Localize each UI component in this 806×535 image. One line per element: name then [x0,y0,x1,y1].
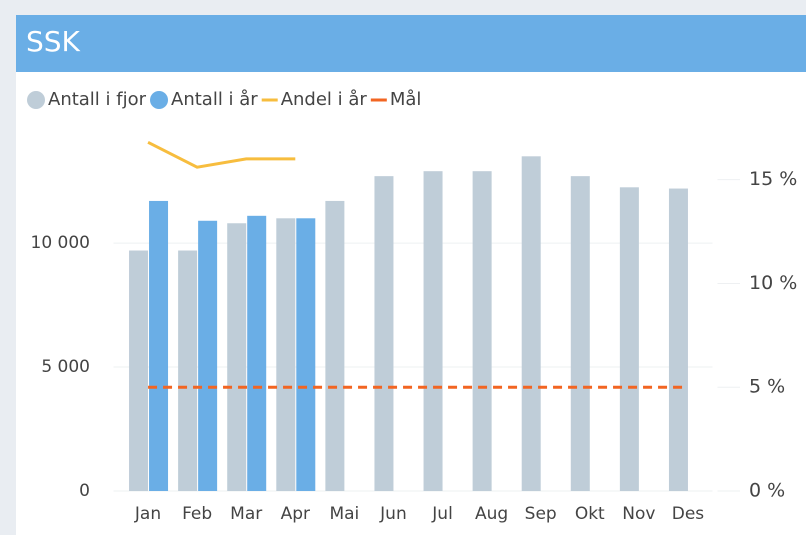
y2-tick-label: 5 % [749,376,785,398]
legend-swatch [150,91,169,109]
bar [276,218,296,491]
bar [423,171,443,491]
bar [178,250,198,491]
x-tick-label: Apr [281,504,310,524]
x-tick-label: Mai [329,504,359,524]
y2-tick-label: 10 % [749,272,797,294]
bar [129,250,149,491]
header-bar [16,15,806,72]
bar [472,171,492,491]
bar [149,200,169,491]
top-strip [0,0,806,15]
bar [374,176,394,492]
x-tick-label: Jul [431,504,453,524]
bar [570,176,590,492]
legend-label: Mål [390,89,422,110]
y-tick-label: 0 [79,481,90,501]
bar [198,220,218,492]
bar [227,223,247,491]
header-title: SSK [26,25,81,58]
y-tick-label: 10 000 [31,233,90,253]
bar [668,188,688,491]
line-series [147,140,296,169]
bar [619,187,639,492]
x-tick-label: Jun [379,504,407,524]
x-tick-label: Mar [230,504,262,524]
x-tick-label: Okt [575,504,605,524]
x-tick-label: Nov [622,504,655,524]
legend-swatch [27,91,45,109]
y2-tick-label: 15 % [749,168,797,190]
x-tick-label: Des [672,504,705,524]
legend-label: Andel i år [281,89,368,110]
bar [521,156,541,491]
y2-tick-label: 0 % [749,480,785,502]
x-tick-label: Aug [475,504,508,524]
legend-label: Antall i fjor [48,89,147,110]
bar [247,215,267,491]
x-tick-label: Jan [134,504,161,524]
bar [296,218,316,491]
x-tick-label: Feb [182,504,212,524]
y-tick-label: 5 000 [41,357,90,377]
legend-label: Antall i år [171,89,258,110]
x-tick-label: Sep [525,504,557,524]
left-strip [0,0,16,535]
bar [325,200,345,491]
